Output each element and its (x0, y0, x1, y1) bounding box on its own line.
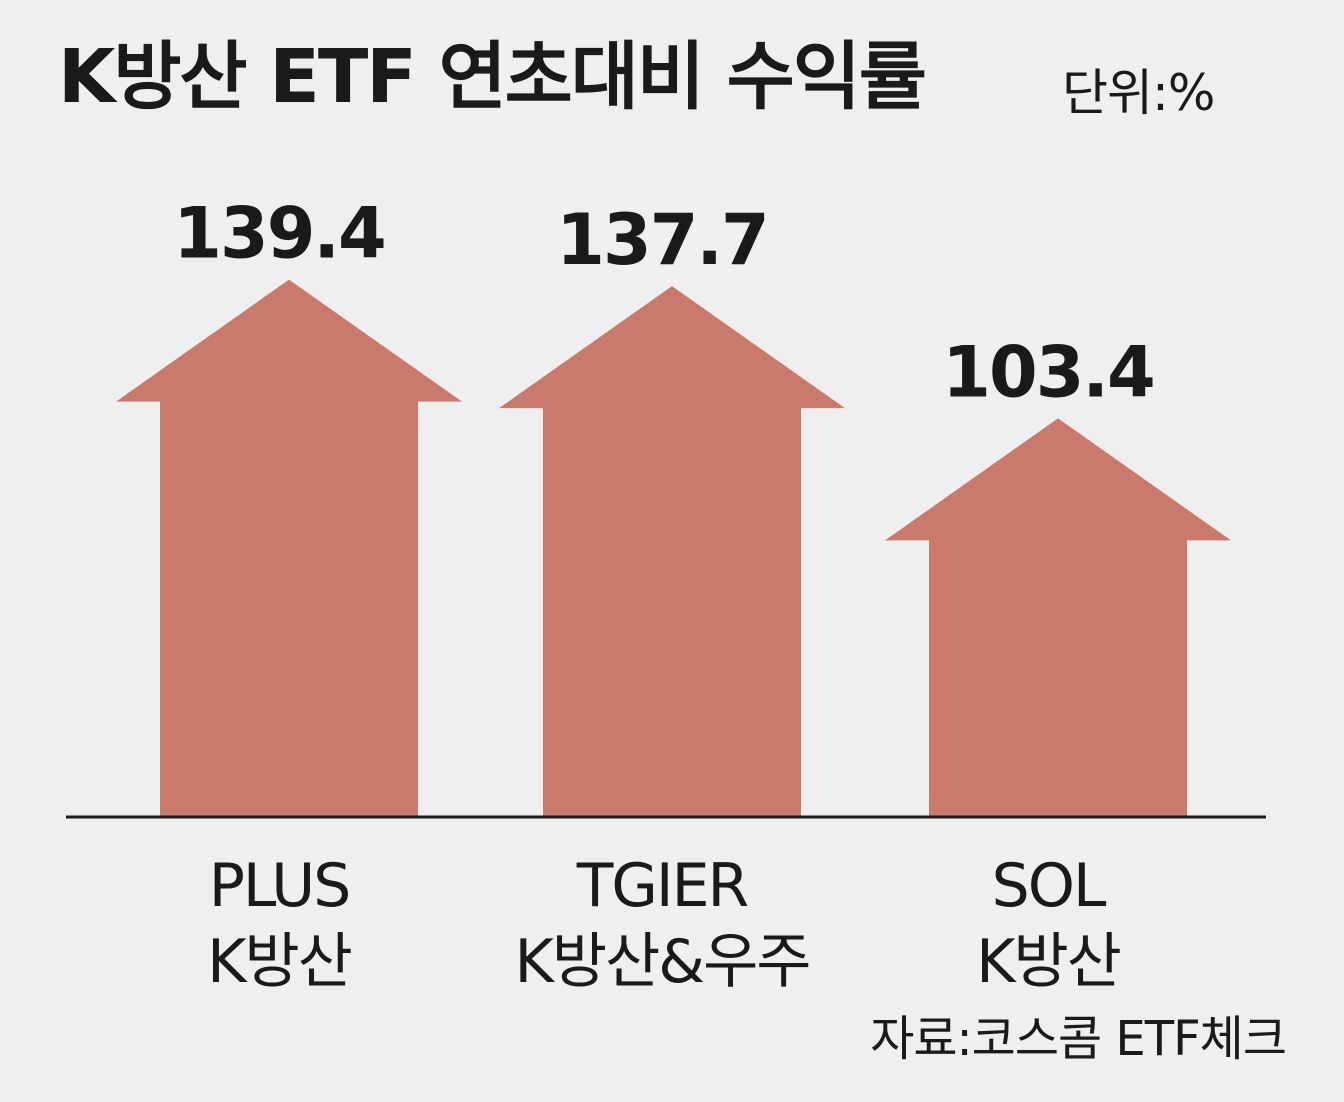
arrow-bar (499, 286, 845, 817)
category-label: K방산 (207, 927, 352, 997)
category-label: PLUS (209, 851, 350, 921)
value-label: 139.4 (173, 193, 384, 275)
arrow-bar (116, 279, 462, 817)
category-label: K방산&우주 (515, 927, 810, 997)
category-label: TGIER (576, 851, 748, 921)
chart-title: K방산 ETF 연초대비 수익률 (58, 34, 927, 120)
value-label: 103.4 (942, 331, 1153, 413)
unit-label: 단위:% (1062, 64, 1215, 122)
arrow-bar (885, 418, 1231, 817)
value-label: 137.7 (556, 199, 767, 281)
category-label: K방산 (976, 927, 1121, 997)
arrow-bars (116, 279, 1231, 817)
category-label: SOL (992, 851, 1107, 921)
source-note: 자료:코스콤 ETF체크 (870, 1011, 1287, 1067)
value-labels: 139.4 137.7 103.4 (173, 193, 1155, 414)
